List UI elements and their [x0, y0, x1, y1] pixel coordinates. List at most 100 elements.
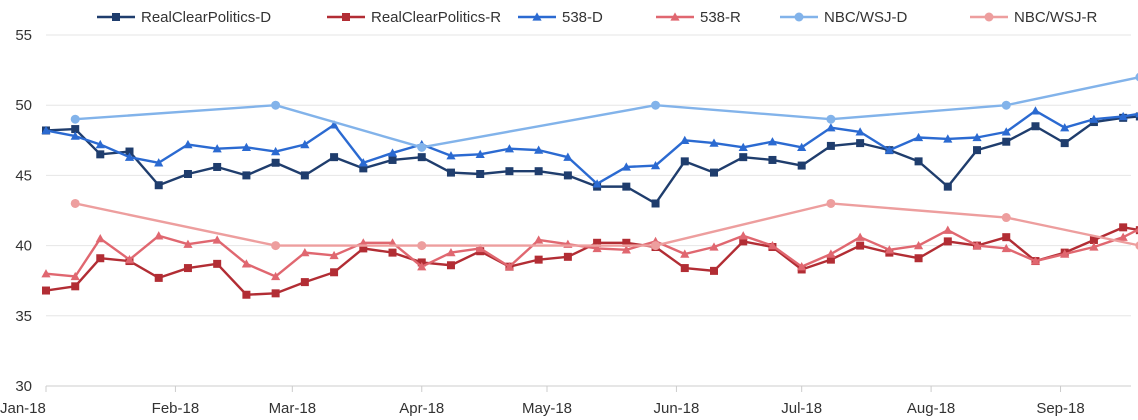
data-point — [213, 162, 222, 171]
data-point — [154, 231, 164, 240]
grid — [46, 34, 1131, 387]
data-point — [797, 262, 807, 271]
series-nbc-wsj-r — [70, 198, 1138, 251]
data-point — [183, 239, 193, 248]
data-point — [563, 171, 572, 180]
data-point — [271, 158, 280, 167]
legend-item[interactable]: 538-R — [656, 9, 741, 26]
data-point — [943, 237, 952, 246]
data-point — [913, 241, 924, 250]
x-tick-label: Feb-18 — [152, 400, 200, 417]
data-point — [71, 125, 80, 134]
data-point — [973, 146, 982, 155]
x-axis: Jan-18 Feb-18 Mar-18 Apr-18 May-18 Jun-18 Jul-… — [0, 386, 1085, 417]
data-point — [124, 255, 135, 264]
data-point — [710, 168, 718, 177]
data-point — [329, 250, 339, 260]
data-point — [183, 169, 192, 178]
data-point — [1030, 106, 1041, 115]
data-point — [329, 120, 339, 129]
data-point — [70, 114, 80, 124]
legend-marker — [984, 12, 994, 22]
data-point — [71, 282, 80, 291]
data-point — [446, 248, 456, 257]
data-point — [300, 278, 309, 287]
data-point — [475, 243, 485, 253]
data-point — [710, 266, 718, 275]
data-point — [1001, 213, 1011, 223]
legend-label: 538-D — [562, 9, 603, 26]
legend-item[interactable]: NBC/WSJ-R — [970, 9, 1097, 26]
y-axis: 30 35 40 45 50 55 — [15, 27, 32, 395]
data-point — [826, 198, 836, 208]
data-point — [563, 152, 573, 161]
data-point — [709, 242, 719, 251]
data-point — [797, 142, 807, 151]
x-tick-label: May-18 — [522, 400, 572, 417]
x-tick-label: Jun-18 — [653, 400, 699, 417]
data-point — [739, 153, 748, 162]
data-point — [300, 139, 310, 149]
data-point — [739, 237, 748, 246]
data-point — [972, 132, 982, 142]
y-tick-label: 45 — [15, 167, 32, 184]
data-point — [592, 179, 602, 188]
data-point — [1060, 123, 1070, 132]
data-point — [651, 241, 661, 251]
data-point — [709, 138, 719, 147]
series-realclearpolitics-d — [42, 112, 1138, 208]
data-point — [651, 199, 660, 208]
data-point — [914, 157, 923, 166]
x-tick-label: Jul-18 — [781, 400, 822, 417]
data-point — [271, 271, 281, 281]
data-point — [1119, 223, 1128, 232]
data-point — [271, 289, 280, 298]
data-point — [387, 148, 398, 157]
data-point — [417, 142, 427, 152]
data-point — [1001, 127, 1011, 136]
data-point — [505, 167, 514, 176]
data-point — [826, 255, 835, 264]
legend-marker — [112, 13, 120, 21]
data-point — [183, 264, 192, 273]
x-tick-label: Jan-18 — [0, 400, 46, 417]
data-point — [125, 147, 134, 156]
legend-marker — [794, 12, 804, 22]
legend-item[interactable]: RealClearPolitics-R — [327, 9, 501, 26]
data-point — [241, 259, 251, 268]
legend-item[interactable]: RealClearPolitics-D — [97, 9, 271, 26]
data-point — [593, 238, 602, 247]
data-point — [271, 146, 281, 156]
data-point — [884, 245, 894, 254]
data-point — [417, 153, 426, 162]
data-point — [41, 125, 51, 135]
data-point — [446, 261, 455, 270]
legend: RealClearPolitics-D RealClearPolitics-R 53… — [97, 9, 1097, 26]
data-point — [680, 157, 689, 166]
data-point — [797, 161, 806, 170]
data-point — [359, 244, 368, 253]
data-point — [1089, 235, 1098, 244]
data-point — [680, 249, 690, 258]
data-point — [972, 241, 982, 250]
legend-item[interactable]: 538-D — [518, 9, 603, 26]
data-point — [622, 238, 631, 247]
data-point — [41, 269, 51, 278]
data-point — [1001, 100, 1011, 110]
data-point — [504, 262, 515, 271]
data-point — [124, 152, 135, 161]
data-point — [446, 151, 456, 160]
data-point — [913, 132, 924, 142]
data-point — [767, 241, 778, 250]
series-layer — [41, 73, 1138, 299]
data-point — [154, 158, 164, 167]
legend-item[interactable]: NBC/WSJ-D — [780, 9, 907, 26]
legend-marker — [670, 12, 680, 21]
data-point — [242, 290, 251, 299]
data-point — [884, 145, 894, 154]
data-point — [856, 241, 865, 250]
data-point — [95, 139, 105, 149]
legend-label: 538-R — [700, 9, 741, 26]
data-point — [154, 273, 163, 282]
data-point — [213, 259, 222, 268]
